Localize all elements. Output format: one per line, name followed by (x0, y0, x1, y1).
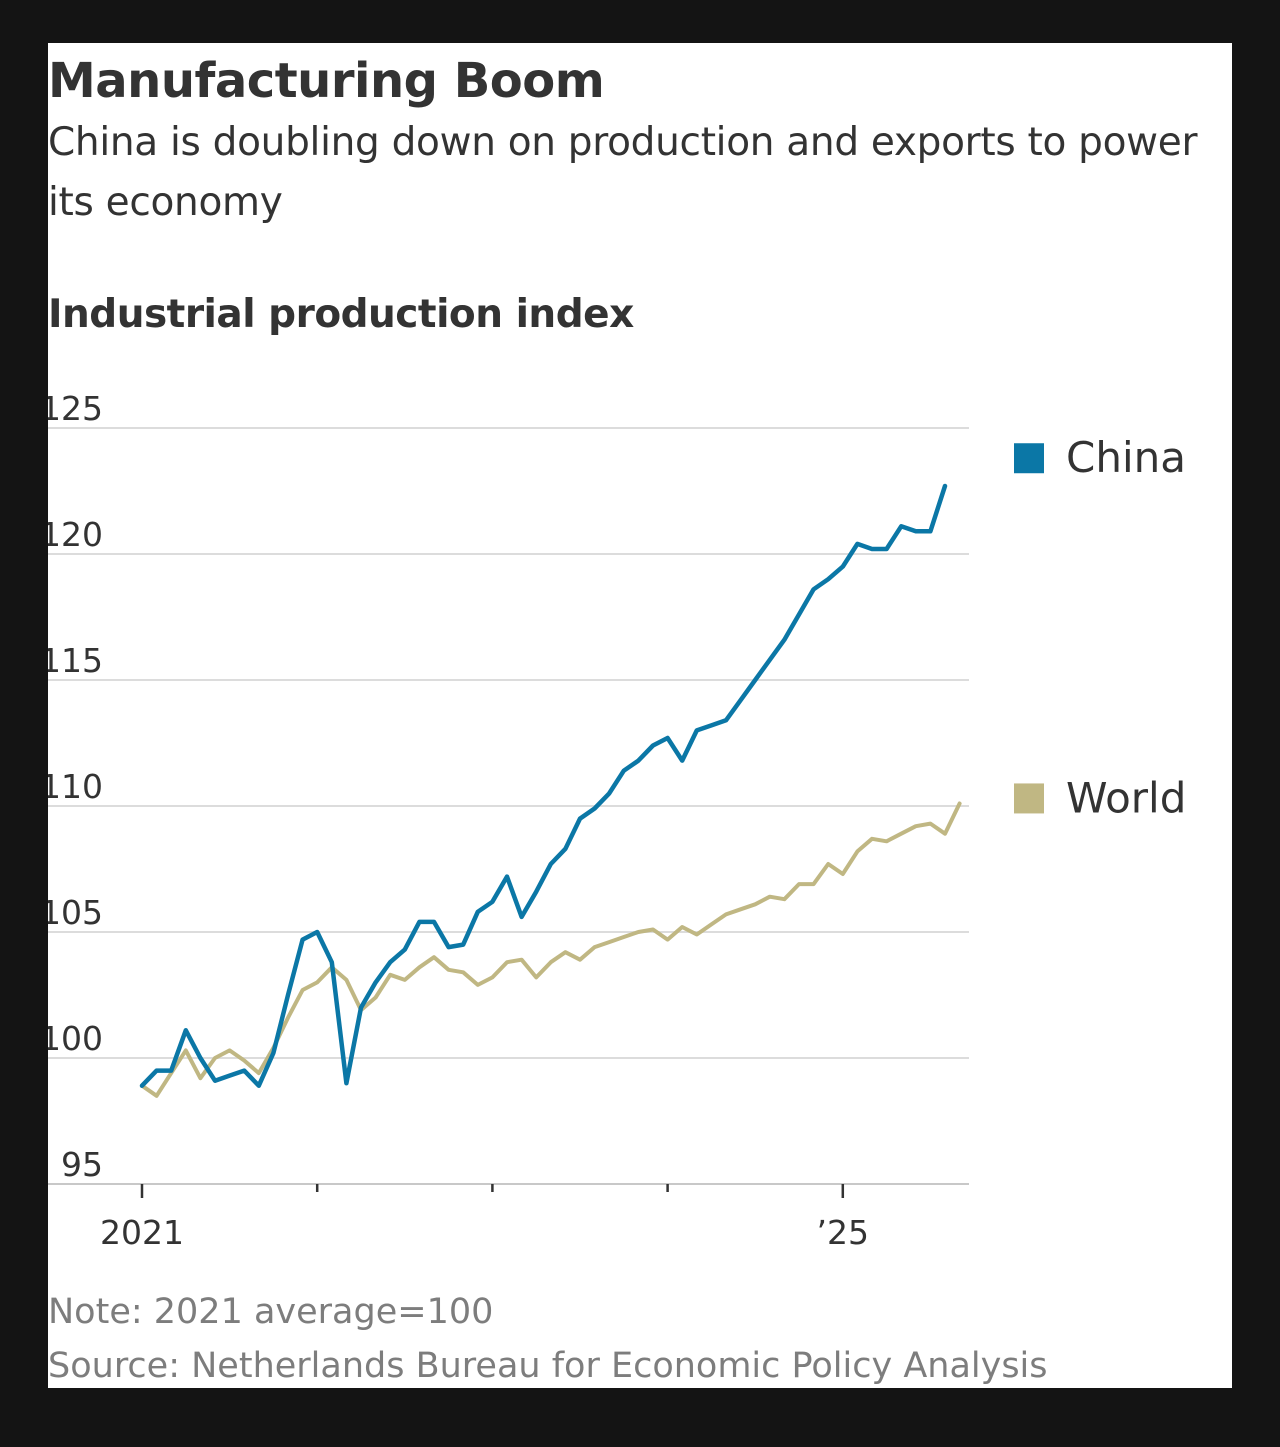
y-tick-label: 95 (61, 1145, 103, 1184)
y-tick-label: 120 (48, 515, 103, 554)
page-subtitle: China is doubling down on production and… (48, 120, 1198, 225)
series-lines (139, 483, 962, 1098)
y-tick-label: 115 (48, 641, 103, 680)
legend: China World (1014, 433, 1186, 822)
y-tick-label: 100 (48, 1019, 103, 1058)
chart-title: Industrial production index (48, 292, 634, 337)
legend-label-world: World (1066, 773, 1186, 822)
y-tick-label: 125 (48, 389, 103, 428)
page-title: Manufacturing Boom (48, 53, 605, 109)
x-tick-label: ’25 (817, 1213, 869, 1252)
gridlines (48, 427, 969, 1185)
legend-swatch-world (1014, 783, 1044, 814)
chart-note: Note: 2021 average=100 (48, 1292, 494, 1332)
series-line-world (140, 801, 962, 1098)
legend-swatch-china (1014, 443, 1044, 474)
line-chart: 95 100 105 110 115 120 125 2021 ’25 China World (48, 389, 1186, 1252)
y-tick-label: 105 (48, 893, 103, 932)
legend-label-china: China (1066, 433, 1186, 482)
chart-card: Manufacturing Boom China is doubling dow… (48, 43, 1232, 1388)
x-tick-label: 2021 (100, 1213, 184, 1252)
y-tick-label: 110 (48, 767, 103, 806)
chart-source: Source: Netherlands Bureau for Economic … (48, 1346, 1048, 1386)
watermark (930, 1388, 1250, 1418)
x-axis: 2021 ’25 (100, 1184, 869, 1252)
series-line-china (139, 483, 948, 1088)
y-axis-labels: 95 100 105 110 115 120 125 (48, 389, 103, 1184)
